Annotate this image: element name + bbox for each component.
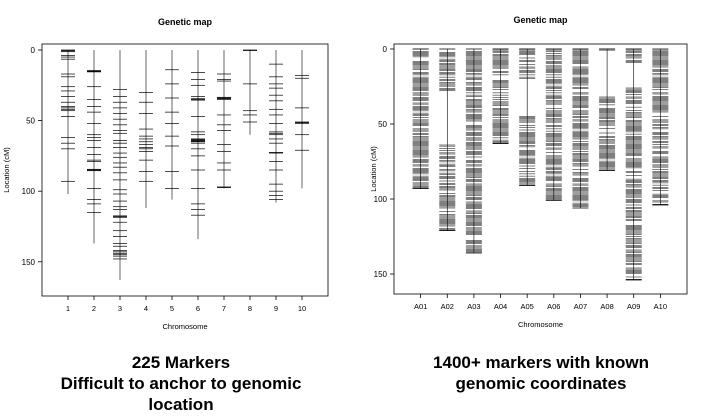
left-caption-line-2: Difficult to anchor to genomic [60, 374, 302, 393]
right-y-tick-label: 150 [374, 270, 388, 279]
right-plot-frame [393, 43, 688, 295]
left-y-axis-label: Location (cM) [2, 147, 11, 193]
left-chart-title: Genetic map [158, 17, 213, 27]
left-genetic-map-chart: Genetic map 0 50 100 150 Location (cM) 1 2 3 4 5 6 7… [2, 17, 329, 331]
left-y-tick-label: 150 [22, 258, 36, 267]
right-x-tick-label: A02 [441, 302, 454, 311]
right-y-tick-label: 0 [383, 45, 388, 54]
right-genetic-map-chart: Genetic map 0 50 100 150 Location (cM) A01 A02 A… [369, 15, 688, 329]
left-chart-panel: Genetic map 0 50 100 150 Location (cM) 1 2 3 4 5 6 7… [0, 0, 354, 345]
left-x-tick-label: 9 [274, 304, 278, 313]
left-caption: 225 Markers Difficult to anchor to genom… [20, 352, 342, 415]
left-y-tick-label: 50 [26, 117, 35, 126]
right-x-axis-label: Chromosome [518, 320, 563, 329]
right-x-tick-label: A03 [467, 302, 480, 311]
right-y-axis-label: Location (cM) [369, 146, 378, 192]
left-x-tick-label: 7 [222, 304, 226, 313]
right-x-tick-label: A01 [414, 302, 427, 311]
left-x-tick-label: 3 [118, 304, 122, 313]
left-x-tick-label: 10 [298, 304, 306, 313]
right-x-tick-label: A07 [574, 302, 587, 311]
right-chart-panel: Genetic map 0 50 100 150 Location (cM) A01 A02 A… [354, 0, 708, 345]
right-y-tick-label: 100 [374, 195, 388, 204]
right-caption: 1400+ markers with known genomic coordin… [374, 352, 708, 394]
right-caption-line-1: 1400+ markers with known [433, 353, 649, 372]
left-x-tick-label: 4 [144, 304, 148, 313]
right-x-tick-label: A04 [494, 302, 507, 311]
left-y-tick-label: 0 [31, 46, 36, 55]
right-x-tick-label: A05 [521, 302, 534, 311]
right-x-tick-label: A09 [627, 302, 640, 311]
left-caption-line-3: location [148, 395, 214, 414]
right-x-tick-label: A10 [654, 302, 667, 311]
right-caption-line-2: genomic coordinates [455, 374, 627, 393]
right-y-tick-label: 50 [378, 120, 387, 129]
left-x-tick-label: 1 [66, 304, 70, 313]
left-x-tick-label: 6 [196, 304, 200, 313]
right-chart-title: Genetic map [513, 15, 568, 25]
left-plot-frame [41, 43, 329, 297]
left-y-tick-label: 100 [22, 187, 36, 196]
left-x-axis-label: Chromosome [162, 322, 207, 331]
left-x-tick-label: 5 [170, 304, 174, 313]
left-caption-line-1: 225 Markers [131, 353, 231, 372]
left-x-tick-label: 2 [92, 304, 96, 313]
right-x-tick-label: A08 [600, 302, 613, 311]
right-x-tick-label: A06 [547, 302, 560, 311]
left-x-tick-label: 8 [248, 304, 252, 313]
